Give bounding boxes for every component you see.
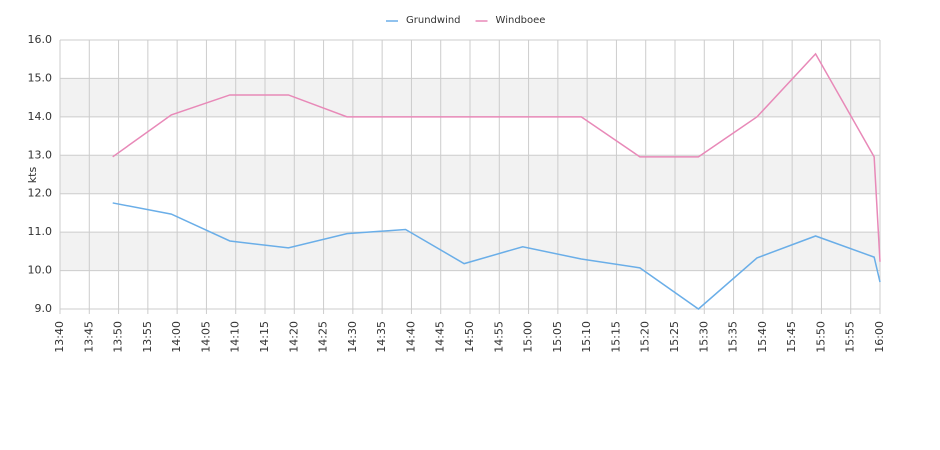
series-line	[112, 52, 881, 262]
x-tick-label: 15:15	[609, 321, 622, 353]
y-tick-label: 14.0	[28, 110, 53, 123]
x-tick-label: 14:45	[434, 321, 447, 353]
x-tick-label: 15:45	[785, 321, 798, 353]
x-tick-label: 14:15	[258, 321, 271, 353]
x-tick-label: 14:40	[404, 321, 417, 353]
y-tick-label: 11.0	[28, 225, 53, 238]
x-tick-label: 13:50	[112, 321, 125, 353]
x-tick-label: 14:00	[170, 321, 183, 353]
y-tick-label: 16.0	[28, 33, 53, 46]
x-tick-label: 14:05	[199, 321, 212, 353]
x-tick-label: 14:55	[492, 321, 505, 353]
x-tick-label: 13:45	[82, 321, 95, 353]
x-tick-label: 16:00	[873, 321, 886, 353]
x-tick-label: 14:35	[375, 321, 388, 353]
x-tick-label: 15:35	[727, 321, 740, 353]
y-tick-label: 15.0	[28, 71, 53, 84]
x-tick-label: 14:10	[229, 321, 242, 353]
x-tick-label: 14:30	[346, 321, 359, 353]
y-axis-title: kts	[26, 167, 39, 184]
x-tick-label: 14:20	[287, 321, 300, 353]
x-tick-label: 15:40	[756, 321, 769, 353]
x-tick-label: 15:30	[697, 321, 710, 353]
y-tick-label: 10.0	[28, 264, 53, 277]
x-tick-label: 13:40	[53, 321, 66, 353]
legend-label: Windboee	[496, 15, 546, 26]
legend-label: Grundwind	[406, 15, 461, 26]
x-tick-label: 15:50	[814, 321, 827, 353]
x-tick-label: 15:00	[522, 321, 535, 353]
x-tick-label: 14:25	[317, 321, 330, 353]
x-tick-label: 15:20	[639, 321, 652, 353]
x-tick-label: 13:55	[141, 321, 154, 353]
y-tick-label: 13.0	[28, 148, 53, 161]
y-tick-label: 9.0	[35, 302, 53, 315]
x-tick-label: 15:05	[551, 321, 564, 353]
y-tick-label: 12.0	[28, 187, 53, 200]
x-tick-label: 15:10	[580, 321, 593, 353]
x-tick-label: 15:25	[668, 321, 681, 353]
x-tick-label: 15:55	[844, 321, 857, 353]
x-tick-label: 14:50	[463, 321, 476, 353]
series-line	[112, 202, 881, 310]
